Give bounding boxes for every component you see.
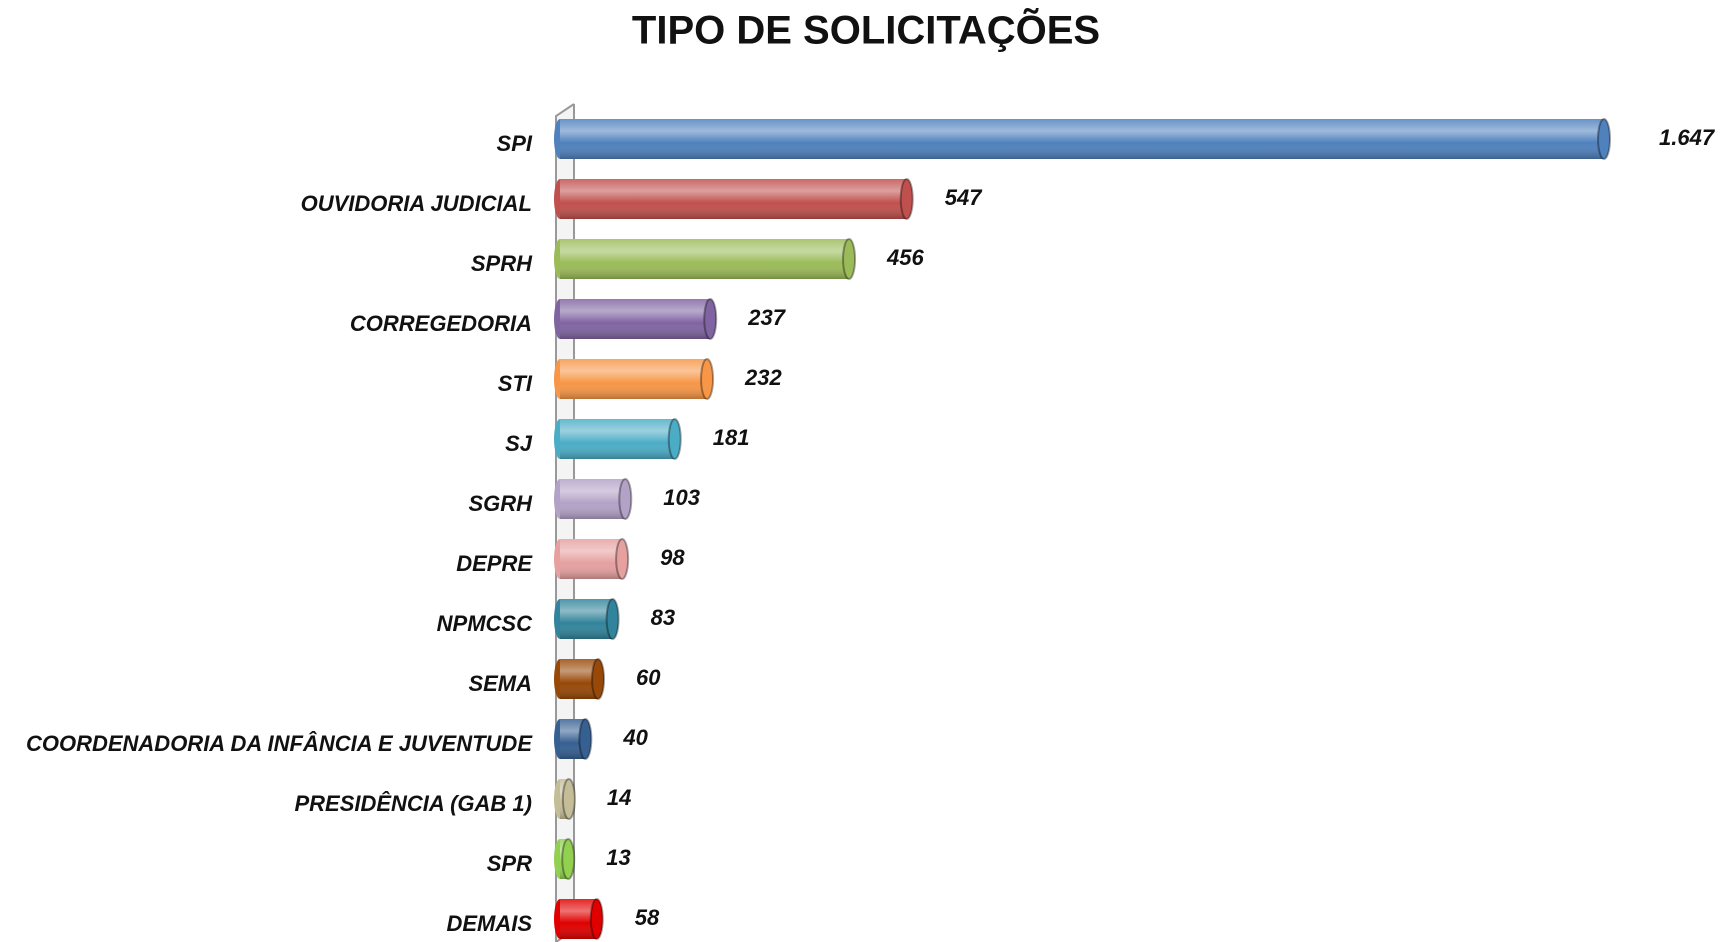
bar-shine xyxy=(560,299,711,339)
bar-cap xyxy=(591,658,606,700)
data-label: 58 xyxy=(635,905,660,930)
bar-cap xyxy=(667,418,682,460)
y-tick-label: STI xyxy=(498,371,533,396)
data-label: 547 xyxy=(945,185,983,210)
data-label: 40 xyxy=(622,725,648,750)
data-label: 232 xyxy=(744,365,782,390)
bar-shine xyxy=(560,359,708,399)
data-label: 181 xyxy=(713,425,750,450)
bar-shine xyxy=(560,119,1604,159)
data-label: 98 xyxy=(660,545,685,570)
bar-cap xyxy=(618,478,633,520)
bar-cap xyxy=(589,898,604,940)
bar-shine xyxy=(560,599,613,639)
y-tick-label: SEMA xyxy=(468,671,532,696)
y-tick-label: CORREGEDORIA xyxy=(350,311,532,336)
chart-title: TIPO DE SOLICITAÇÕES xyxy=(632,7,1100,53)
bar-cap xyxy=(561,838,576,880)
y-tick-label: COORDENADORIA DA INFÂNCIA E JUVENTUDE xyxy=(26,731,533,756)
data-label: 83 xyxy=(651,605,675,630)
bar-cap xyxy=(605,598,620,640)
data-label: 13 xyxy=(606,845,630,870)
y-tick-label: SGRH xyxy=(468,491,533,516)
bar-shine xyxy=(560,179,907,219)
bar-cap xyxy=(700,358,715,400)
bar-cap xyxy=(842,238,857,280)
data-label: 14 xyxy=(607,785,631,810)
y-tick-label: SPI xyxy=(497,131,533,156)
data-label: 60 xyxy=(636,665,661,690)
bar-cap xyxy=(561,778,576,820)
bar-shine xyxy=(560,659,599,699)
data-label: 103 xyxy=(663,485,700,510)
bar-cap xyxy=(703,298,718,340)
data-label: 237 xyxy=(747,305,786,330)
bar-cap xyxy=(615,538,630,580)
y-tick-label: PRESIDÊNCIA (GAB 1) xyxy=(294,791,532,816)
data-label: 456 xyxy=(886,245,924,270)
y-tick-label: SPRH xyxy=(471,251,533,276)
bar-cap xyxy=(899,178,914,220)
y-tick-label: NPMCSC xyxy=(437,611,533,636)
bar-shine xyxy=(560,539,623,579)
bar-shine xyxy=(560,479,626,519)
bar-shine xyxy=(560,419,675,459)
bar-cap xyxy=(578,718,593,760)
y-tick-label: OUVIDORIA JUDICIAL xyxy=(301,191,532,216)
bar-cap xyxy=(1597,118,1611,160)
bar-shine xyxy=(560,239,850,279)
y-tick-label: SPR xyxy=(487,851,532,876)
y-tick-label: SJ xyxy=(505,431,533,456)
y-tick-label: DEPRE xyxy=(456,551,533,576)
bar-shine xyxy=(560,899,597,939)
y-tick-label: DEMAIS xyxy=(446,911,532,936)
data-label: 1.647 xyxy=(1659,125,1716,150)
